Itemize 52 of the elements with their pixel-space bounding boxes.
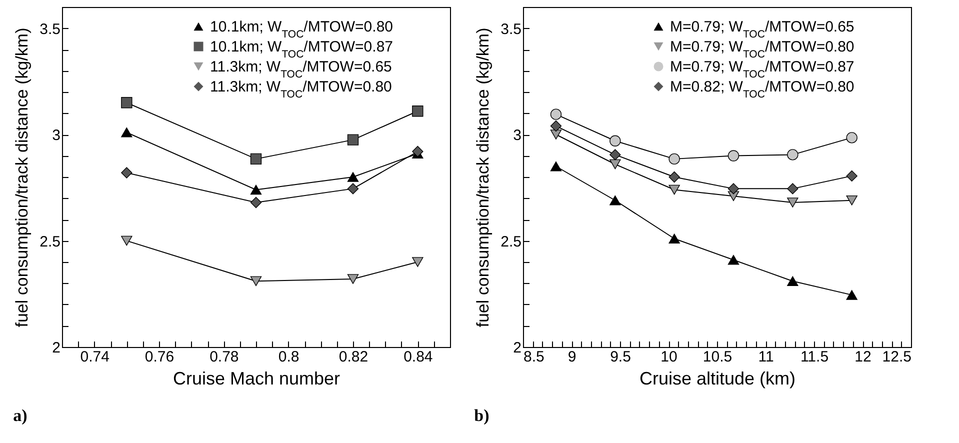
x-tick-label: 8.5: [524, 348, 544, 366]
x-axis-title: Cruise Mach number: [172, 368, 340, 388]
x-tick-label: 0.74: [80, 348, 110, 366]
x-tick-label: 9.5: [610, 348, 631, 366]
point: [347, 274, 359, 284]
text: a): [13, 406, 28, 425]
legend-label: M=0.79; W$_{TOC}$/MTOW=0.65: [670, 18, 854, 40]
x-tick-label: 10.5: [702, 348, 732, 366]
point: [347, 172, 359, 182]
y-tick-label: 3.5: [40, 20, 60, 38]
point: [347, 183, 359, 194]
legend-label: M=0.79; W$_{TOC}$/MTOW=0.87: [670, 58, 854, 80]
point: [412, 106, 424, 117]
legend-label: 11.3km; W$_{TOC}$/MTOW=0.80: [210, 78, 392, 100]
y-tick-label: 2: [52, 340, 60, 356]
y-tick-label: 2.5: [40, 233, 60, 250]
point: [347, 134, 359, 146]
x-tick-label: 10: [660, 348, 678, 366]
point: [250, 276, 262, 286]
legend-label: 10.1km; W$_{TOC}$/MTOW=0.87: [210, 38, 394, 60]
x-tick-label: 0.76: [144, 348, 174, 366]
point: [121, 127, 132, 138]
y-axis-title: fuel consumption/track distance (kg/km): [12, 28, 32, 328]
y-tick-label: 3.5: [500, 20, 522, 38]
x-tick-label: 0.84: [404, 348, 433, 366]
y-tick-label: 2: [513, 340, 522, 356]
legend-label: 11.3km; W$_{TOC}$/MTOW=0.65: [210, 58, 392, 80]
legend-label: 10.1km; W$_{TOC}$/MTOW=0.80: [210, 18, 394, 40]
x-tick-label: 0.8: [278, 348, 300, 366]
text: b): [474, 406, 490, 425]
y-tick-label: 3: [513, 127, 522, 144]
x-tick-label: 12: [854, 348, 872, 366]
point: [121, 97, 132, 108]
point: [250, 153, 262, 165]
x-tick-label: 0.82: [338, 348, 368, 366]
point: [121, 236, 132, 246]
x-tick-label: 11.5: [800, 348, 829, 366]
x-tick-label: 9: [568, 348, 576, 366]
legend-label: M=0.82; W$_{TOC}$/MTOW=0.80: [670, 78, 854, 100]
x-tick-label: 12.5: [882, 348, 912, 366]
x-tick-label: 0.78: [210, 348, 239, 366]
y-axis-title: fuel consumption/track distance (kg/km): [474, 28, 493, 328]
point: [250, 196, 262, 208]
point: [250, 184, 262, 195]
point: [121, 167, 132, 178]
x-axis-title: Cruise altitude (km): [639, 368, 796, 388]
legend-label: M=0.79; W$_{TOC}$/MTOW=0.80: [670, 38, 854, 60]
x-tick-label: 11: [758, 348, 774, 366]
point: [412, 146, 424, 158]
y-tick-label: 3: [52, 127, 60, 144]
y-tick-label: 2.5: [500, 233, 522, 250]
point: [412, 257, 424, 267]
